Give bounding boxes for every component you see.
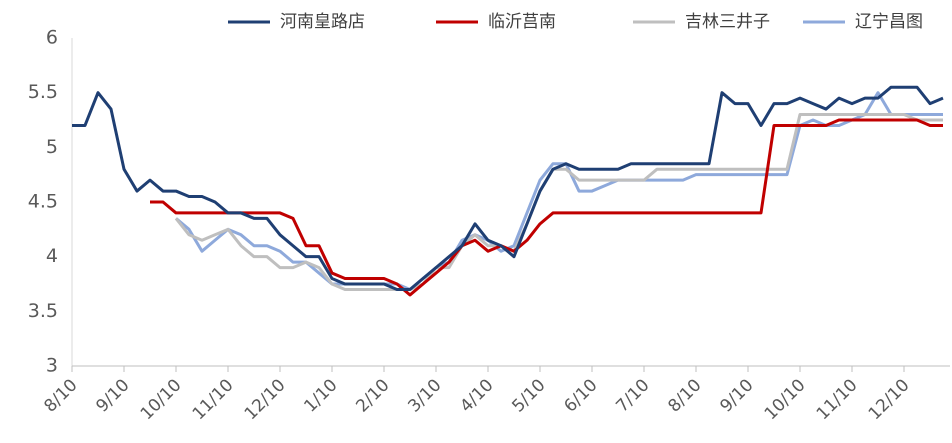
series-line [150,118,943,297]
legend-label: 吉林三井子 [685,12,770,32]
x-tick-label: 9/10 [92,375,133,416]
x-tick-label: 8/10 [40,375,81,416]
legend-label: 辽宁昌图 [855,12,923,32]
x-tick-label: 4/10 [456,375,497,416]
x-tick-label: 10/10 [137,375,186,424]
legend-label: 河南皇路店 [280,12,365,32]
x-tick-label: 8/10 [664,375,705,416]
x-tick-label: 11/10 [813,375,862,424]
y-tick-label: 5 [46,136,58,158]
x-tick-label: 1/10 [300,375,341,416]
y-tick-label: 5.5 [28,81,58,103]
y-tick-label: 6 [46,27,58,49]
x-tick-label: 9/10 [716,375,757,416]
x-tick-label: 11/10 [189,375,238,424]
x-tick-label: 5/10 [508,375,549,416]
x-tick-label: 2/10 [352,375,393,416]
series-line [174,113,943,291]
series-line [72,85,944,291]
legend-label: 临沂莒南 [488,12,556,32]
y-tick-label: 3 [46,355,58,377]
x-tick-label: 3/10 [404,375,445,416]
y-tick-label: 3.5 [28,300,58,322]
x-tick-label: 12/10 [865,375,914,424]
series-line [175,91,943,291]
x-tick-label: 10/10 [761,375,810,424]
x-tick-label: 6/10 [560,375,601,416]
y-tick-label: 4 [46,245,58,267]
x-tick-label: 12/10 [241,375,290,424]
y-tick-label: 4.5 [28,191,58,213]
x-tick-label: 7/10 [612,375,653,416]
